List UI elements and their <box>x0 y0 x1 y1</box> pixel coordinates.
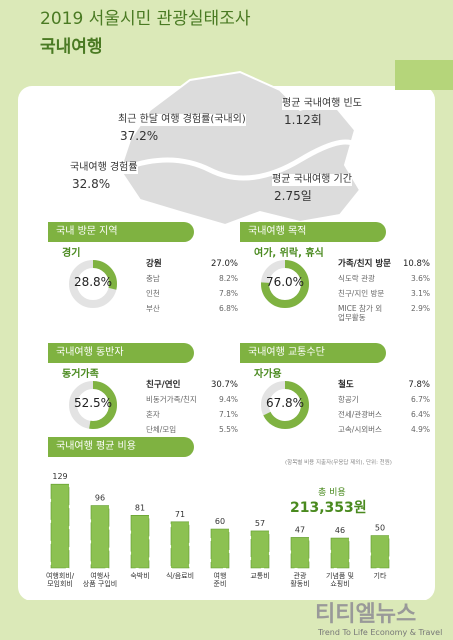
item-value: 3.6% <box>410 274 430 283</box>
stat-value: 37.2% <box>120 129 159 143</box>
item-name: 혼자 <box>146 410 160 419</box>
category-label: 기념품 및 쇼핑비 <box>326 572 354 589</box>
coin-stack <box>210 528 230 569</box>
value-label: 46 <box>335 526 345 535</box>
subtitle: 국내여행 <box>40 37 103 57</box>
main-value: 28.8% <box>73 275 113 289</box>
category-label: 숙박비 <box>130 572 150 580</box>
item-name: 충남 <box>146 274 160 283</box>
river <box>119 139 363 181</box>
brand: 티티엘뉴스 <box>315 602 417 627</box>
stat-label: 평균 국내여행 빈도 <box>282 98 362 110</box>
section-header: 국내 방문 지역 <box>48 222 194 242</box>
item-name: 항공기 <box>338 395 359 404</box>
item-name: 친구/연인 <box>146 380 181 390</box>
item-value: 2.9% <box>410 304 430 313</box>
stat-label: 평균 국내여행 기간 <box>272 174 352 186</box>
seoul-map <box>118 70 362 227</box>
section-header: 국내여행 목적 <box>240 222 386 242</box>
total-value: 213,353원 <box>290 500 367 516</box>
item-name: 강원 <box>146 259 162 269</box>
item-value: 8.2% <box>218 274 238 283</box>
main-value: 52.5% <box>73 396 113 410</box>
category-label: 관광 활동비 <box>290 572 310 589</box>
title: 2019 서울시민 관광실태조사 <box>40 9 251 29</box>
category-label: 식/음료비 <box>165 572 195 580</box>
section-header: 국내여행 동반자 <box>48 343 194 363</box>
item-name: 고속/시외버스 <box>338 425 382 434</box>
item-name: 비동거가족/친지 <box>146 395 197 404</box>
donut-arc <box>69 381 117 429</box>
donut-arc <box>261 381 309 429</box>
note: (항목별 비용 지출자(무응답 제외), 단위: 천원) <box>285 460 392 466</box>
section-header: 국내여행 평균 비용 <box>48 437 194 457</box>
item-value: 6.7% <box>410 395 430 404</box>
value-label: 57 <box>255 519 265 528</box>
item-value: 10.8% <box>402 259 430 269</box>
stat-value: 32.8% <box>72 177 111 191</box>
coin-stack <box>250 530 270 569</box>
coin-stack <box>170 521 190 569</box>
coin-stack <box>370 535 390 569</box>
category-label: 기타 <box>373 572 387 580</box>
stat-value: 2.75일 <box>274 189 312 203</box>
category-label: 교통비 <box>250 572 270 580</box>
value-label: 129 <box>52 472 67 481</box>
category-label: 여행회비/ 모임회비 <box>45 572 75 589</box>
stat-label: 최근 한달 여행 경험률(국내외) <box>118 114 246 126</box>
coin-stack <box>50 483 70 569</box>
item-value: 7.8% <box>218 289 238 298</box>
category-label: 여행사 상품 구입비 <box>82 572 118 589</box>
item-value: 4.9% <box>410 425 430 434</box>
value-label: 60 <box>215 517 225 526</box>
coin-stack <box>330 537 350 569</box>
coin-stack <box>90 505 110 569</box>
item-value: 7.8% <box>408 380 430 390</box>
footer-bg <box>0 600 453 640</box>
item-value: 6.4% <box>410 410 430 419</box>
value-label: 71 <box>175 510 185 519</box>
slogan: Trend To Life Economy & Travel <box>318 628 443 637</box>
stat-label: 국내여행 경험률 <box>70 162 138 174</box>
main-label: 경기 <box>62 248 81 259</box>
main-label: 동거가족 <box>62 369 99 380</box>
deco <box>395 60 453 90</box>
category-label: 여행 준비 <box>213 572 227 589</box>
main-value: 76.0% <box>265 275 305 289</box>
value-label: 50 <box>375 524 385 533</box>
item-name: 전세/관광버스 <box>338 410 382 419</box>
coin-stack <box>290 537 310 569</box>
donut-arc <box>261 260 309 308</box>
item-name: 인천 <box>146 289 160 298</box>
donut-arc <box>69 260 117 308</box>
stat-value: 1.12회 <box>284 113 322 127</box>
item-name: 단체/모임 <box>146 425 177 434</box>
item-name: 가족/친지 방문 <box>338 259 391 269</box>
item-value: 3.1% <box>410 289 430 298</box>
main-label: 자가용 <box>254 369 282 380</box>
value-label: 96 <box>95 494 105 503</box>
main-label: 여가, 위락, 휴식 <box>254 248 324 259</box>
coin-stack <box>130 515 150 569</box>
main-value: 67.8% <box>265 396 305 410</box>
item-name: 친구/지인 방문 <box>338 289 385 298</box>
item-name: 식도락 관광 <box>338 274 375 283</box>
item-value: 5.5% <box>218 425 238 434</box>
item-value: 9.4% <box>218 395 238 404</box>
item-value: 7.1% <box>218 410 238 419</box>
value-label: 47 <box>295 525 305 534</box>
item-value: 27.0% <box>210 259 238 269</box>
total-label: 총 비용 <box>318 488 346 498</box>
item-value: 30.7% <box>210 380 238 390</box>
item-name: MICE 참가 외 업무활동 <box>338 304 383 322</box>
item-name: 부산 <box>146 304 160 313</box>
section-header: 국내여행 교통수단 <box>240 343 386 363</box>
item-name: 철도 <box>338 380 354 390</box>
item-value: 6.8% <box>218 304 238 313</box>
value-label: 81 <box>135 503 145 512</box>
